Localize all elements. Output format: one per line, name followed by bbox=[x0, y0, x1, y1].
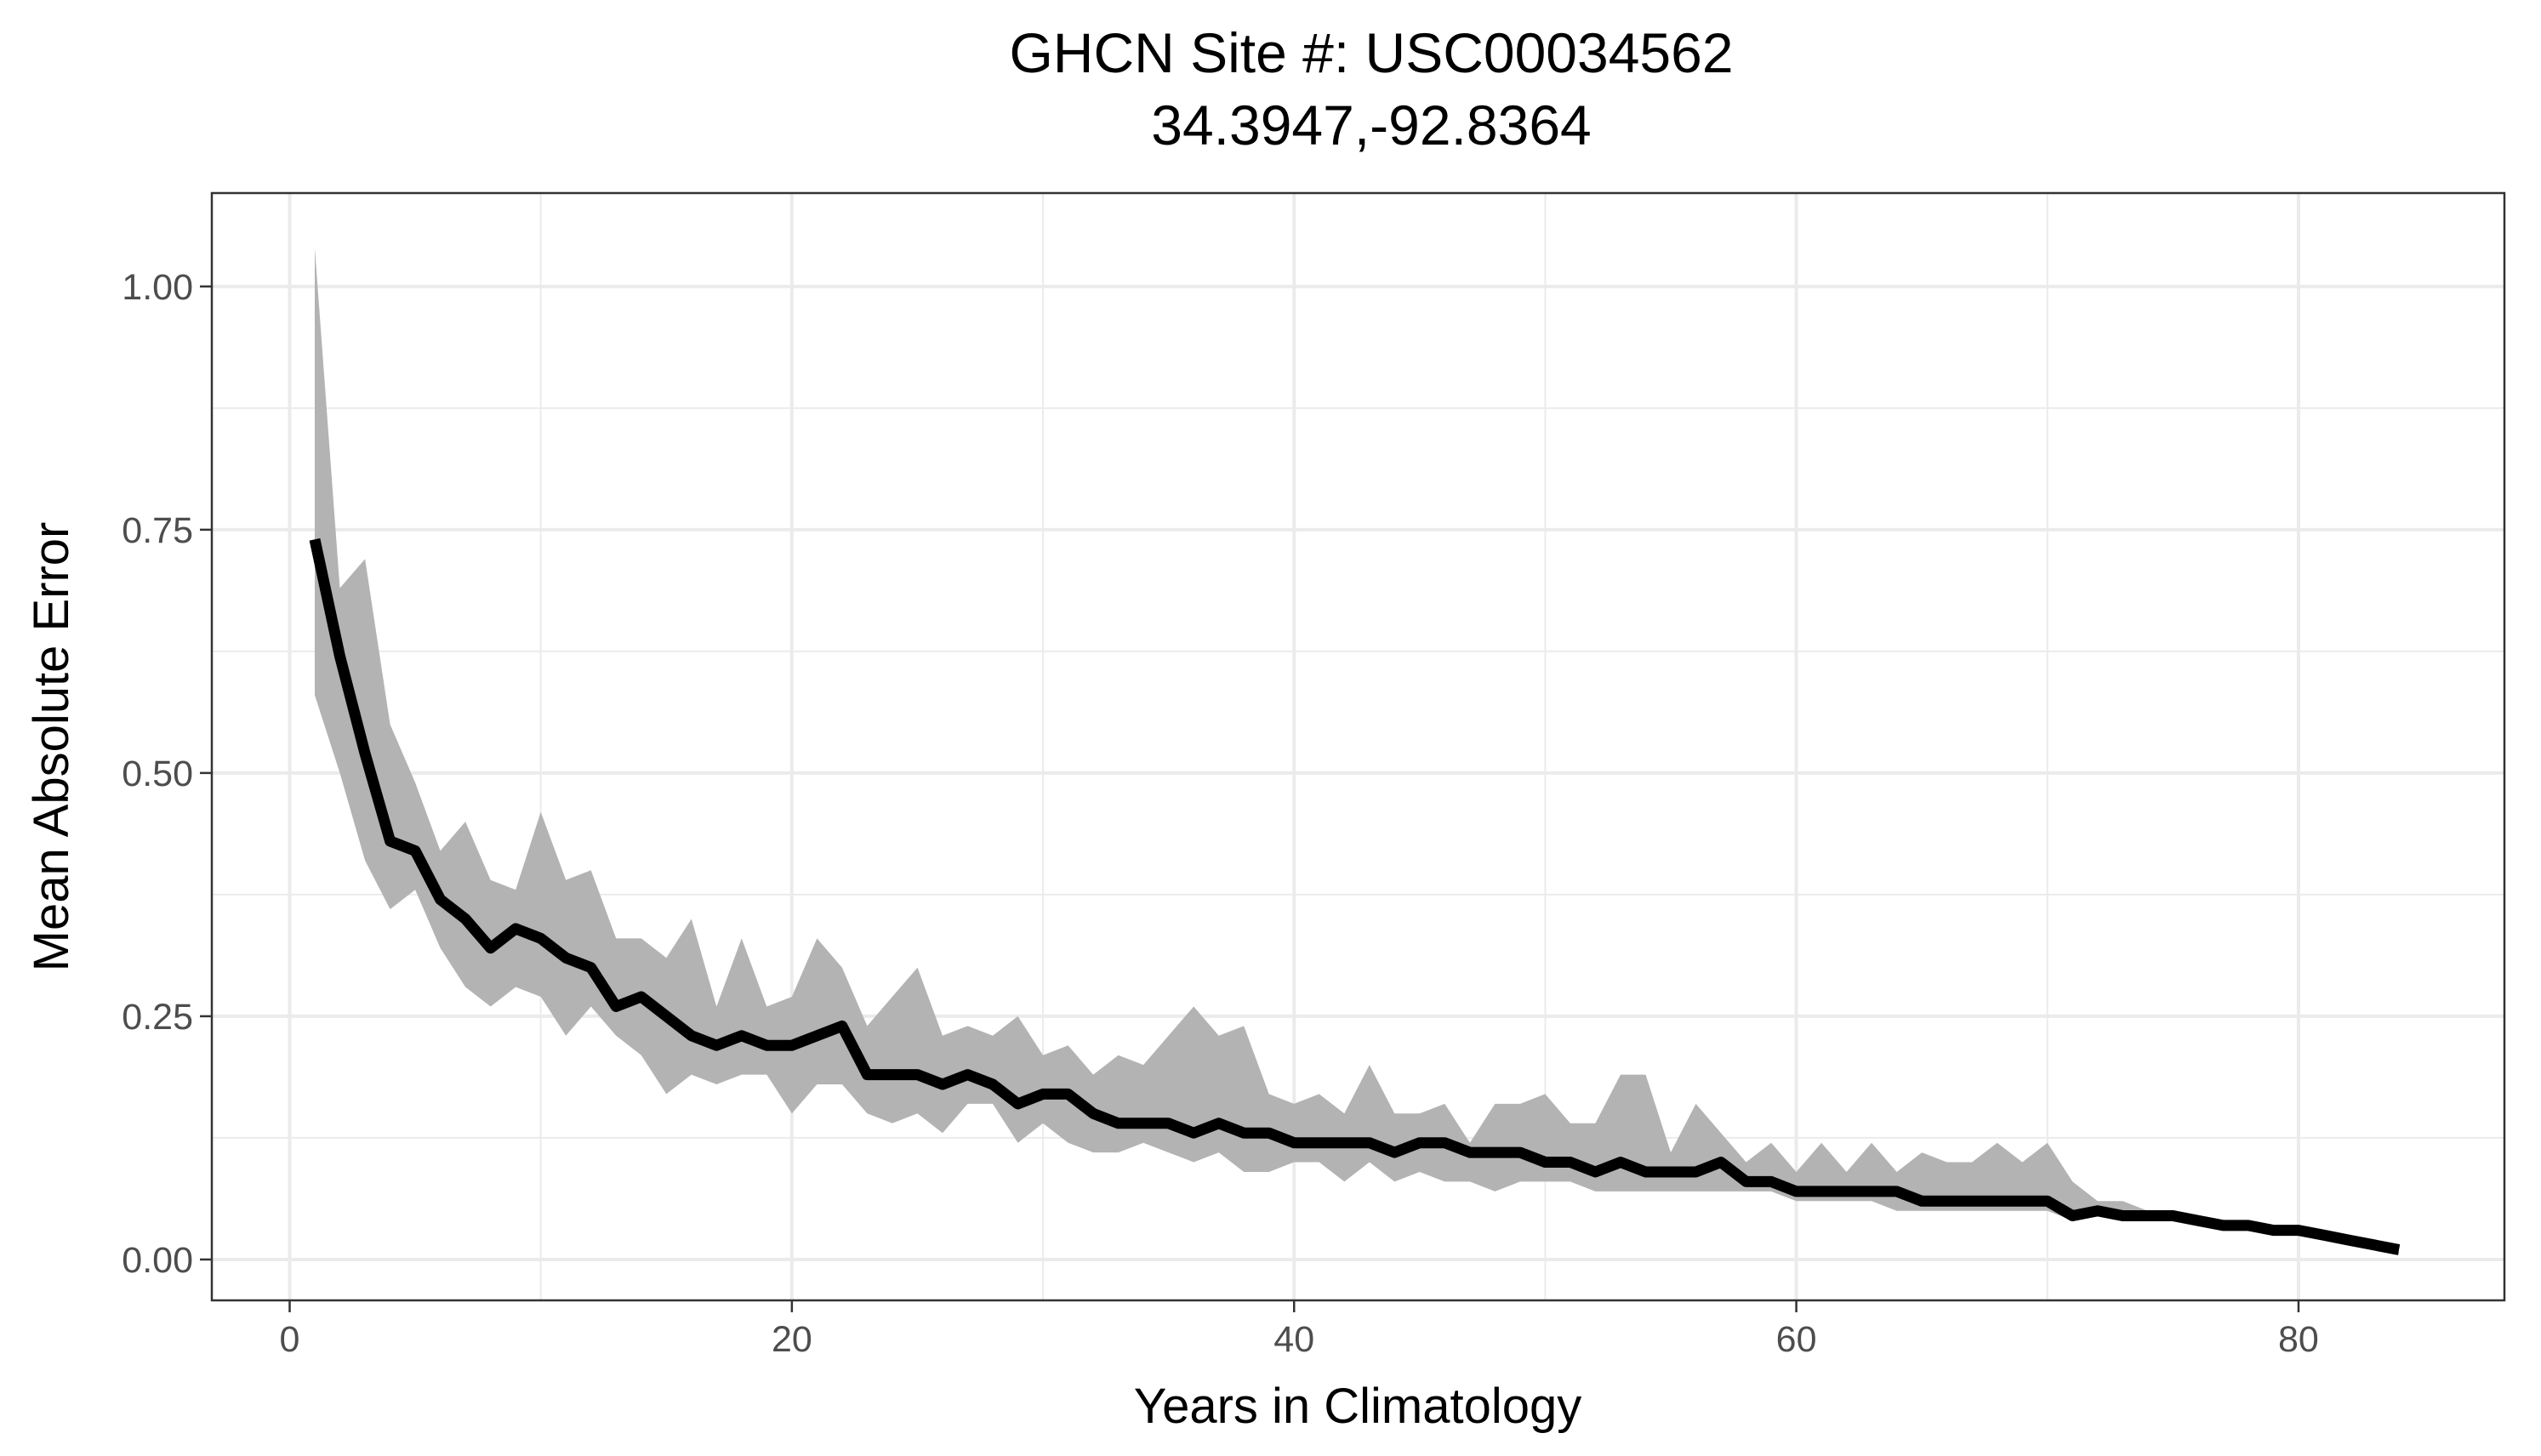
panel-border bbox=[210, 191, 2506, 1302]
chart-title: GHCN Site #: USC00034562 bbox=[1009, 21, 1733, 84]
x-tick-label: 60 bbox=[1776, 1319, 1817, 1360]
error-ribbon-layer bbox=[315, 247, 2399, 1255]
y-axis-title: Mean Absolute Error bbox=[24, 522, 79, 972]
chart-subtitle: 34.3947,-92.8364 bbox=[1151, 94, 1591, 156]
mae-line-layer bbox=[309, 537, 2401, 1255]
error-ribbon bbox=[315, 247, 2399, 1255]
x-tick-label: 0 bbox=[280, 1319, 300, 1360]
y-tick-label: 0.25 bbox=[122, 997, 193, 1038]
mae-line bbox=[309, 537, 2401, 1255]
x-axis: 0 20 40 60 80 bbox=[280, 1300, 2319, 1360]
x-tick-label: 40 bbox=[1273, 1319, 1314, 1360]
y-tick-label: 0.50 bbox=[122, 754, 193, 794]
y-tick-label: 0.00 bbox=[122, 1240, 193, 1281]
x-axis-title: Years in Climatology bbox=[1134, 1379, 1582, 1434]
x-tick-label: 20 bbox=[772, 1319, 812, 1360]
minor-gridlines bbox=[212, 193, 2504, 1300]
y-tick-label: 1.00 bbox=[122, 267, 193, 308]
x-tick-label: 80 bbox=[2278, 1319, 2319, 1360]
y-axis: 0.00 0.25 0.50 0.75 1.00 bbox=[122, 267, 212, 1281]
y-tick-label: 0.75 bbox=[122, 510, 193, 551]
